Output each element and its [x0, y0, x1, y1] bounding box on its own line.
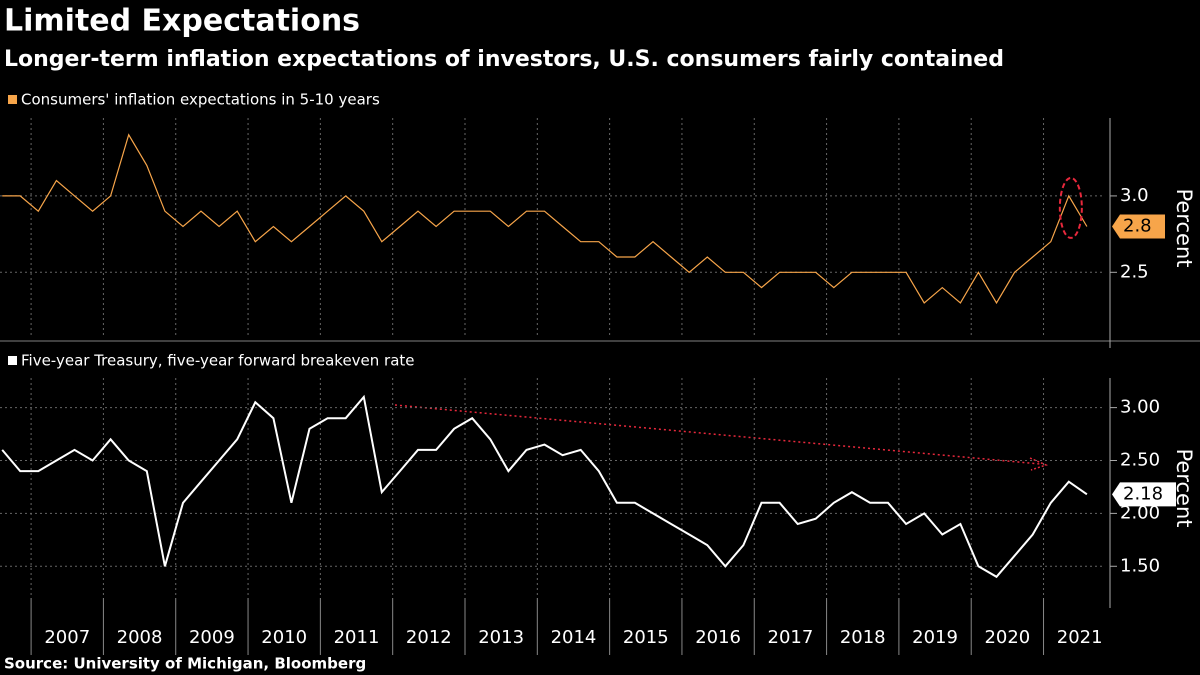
x-tick-label: 2014 [551, 627, 597, 648]
y-axis-label: Percent [1172, 188, 1196, 267]
legend-label: Consumers' inflation expectations in 5-1… [21, 91, 380, 109]
x-tick-label: 2020 [984, 627, 1030, 648]
y-tick-label: 2.5 [1120, 261, 1149, 282]
x-tick-label: 2009 [189, 627, 235, 648]
x-tick-label: 2007 [44, 627, 90, 648]
x-tick-label: 2011 [334, 627, 380, 648]
x-tick-label: 2019 [912, 627, 958, 648]
x-tick-label: 2018 [840, 627, 886, 648]
series-line [1, 394, 1088, 579]
source: Source: University of Michigan, Bloomber… [4, 655, 366, 673]
last-value-badge [1112, 482, 1176, 507]
highlight-ellipse [1058, 176, 1083, 239]
x-tick-label: 2012 [406, 627, 452, 648]
y-tick-label: 1.50 [1120, 555, 1160, 576]
y-tick-label: 3.0 [1120, 185, 1149, 206]
chart-subtitle: Longer-term inflation expectations of in… [4, 47, 1004, 72]
legend-swatch [8, 356, 17, 365]
y-tick-label: 3.00 [1120, 397, 1160, 418]
trend-arrow [394, 404, 1041, 465]
x-tick-label: 2008 [117, 627, 163, 648]
x-tick-label: 2016 [695, 627, 741, 648]
x-tick-label: 2010 [261, 627, 307, 648]
legend-swatch [8, 95, 17, 104]
x-tick-label: 2017 [768, 627, 814, 648]
legend-label: Five-year Treasury, five-year forward br… [21, 352, 415, 370]
y-tick-label: 2.00 [1120, 502, 1160, 523]
last-value-label: 2.18 [1123, 483, 1163, 504]
x-tick-label: 2013 [478, 627, 524, 648]
last-value-badge [1112, 214, 1165, 239]
x-tick-label: 2015 [623, 627, 669, 648]
chart-title: Limited Expectations [4, 4, 360, 39]
y-tick-label: 2.50 [1120, 450, 1160, 471]
series-line [2, 133, 1088, 305]
x-tick-label: 2021 [1057, 627, 1103, 648]
last-value-label: 2.8 [1123, 215, 1152, 236]
